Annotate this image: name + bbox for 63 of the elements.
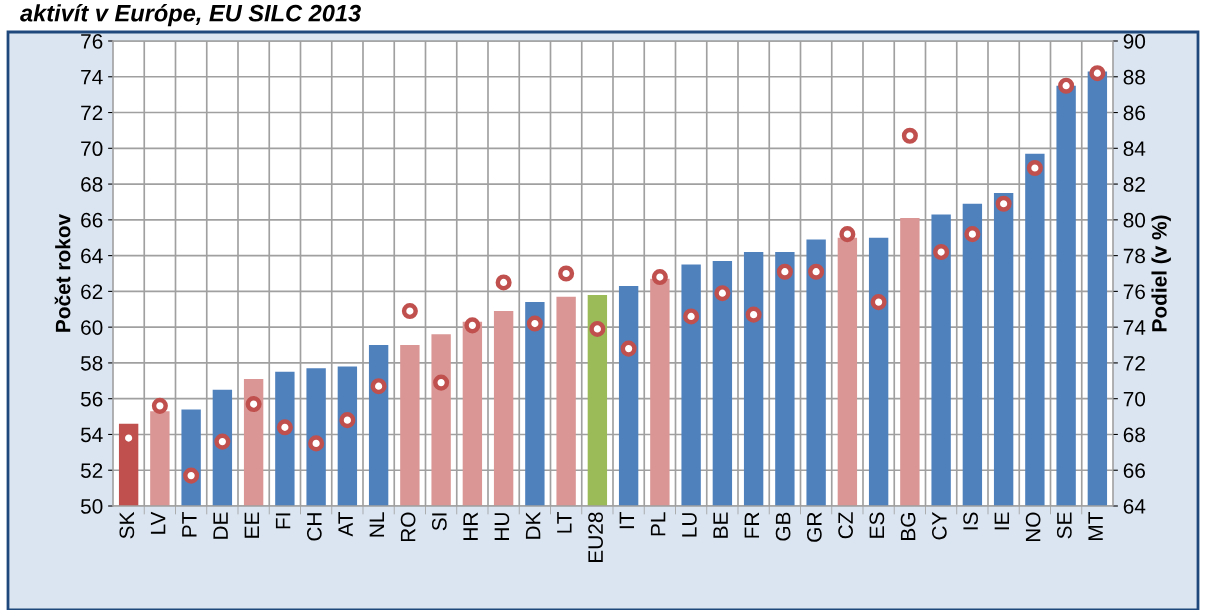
y2-tick-label: 76 <box>1123 284 1145 300</box>
x-tick-label: LV <box>150 511 166 534</box>
x-tick-label: MT <box>1088 512 1103 540</box>
y-tick-label: 52 <box>80 463 103 478</box>
y-tick-label: 74 <box>81 69 103 85</box>
x-tick-label: SK <box>119 511 135 539</box>
x-tick-label: IT <box>619 512 635 529</box>
x-tick-label: IS <box>963 512 978 530</box>
x-tick-label: ES <box>869 512 885 538</box>
x-tick-label: EU28 <box>588 512 603 562</box>
x-tick-label: NL <box>369 512 385 537</box>
x-tick-label: NO <box>1025 512 1041 542</box>
chart-title: aktivít v Európe, EU SILC 2013 <box>20 4 361 27</box>
y-tick-label: 50 <box>80 499 103 514</box>
y-tick-label: 70 <box>81 141 103 157</box>
x-tick-label: FI <box>275 513 291 529</box>
y2-tick-label: 90 <box>1123 34 1146 49</box>
x-tick-label: DE <box>213 512 228 539</box>
y-tick-label: 64 <box>81 248 103 264</box>
x-tick-label: AT <box>338 512 353 537</box>
x-tick-label: LU <box>682 513 697 537</box>
x-tick-label: CH <box>306 513 322 541</box>
y2-tick-label: 72 <box>1123 355 1145 371</box>
y-tick-label: 56 <box>80 391 103 407</box>
y-tick-label: 62 <box>81 284 103 300</box>
x-tick-label: GB <box>775 512 791 541</box>
y2-tick-label: 70 <box>1123 391 1146 407</box>
x-tick-label: PT <box>182 512 197 537</box>
y2-tick-label: 84 <box>1123 141 1146 157</box>
x-tick-label: BE <box>713 512 728 538</box>
x-tick-label: IE <box>994 512 1010 530</box>
x-tick-label: CZ <box>838 512 853 539</box>
y2-tick-label: 66 <box>1123 463 1145 478</box>
y2-axis-title: Podiel (v %) <box>1151 215 1171 332</box>
y2-tick-label: 74 <box>1123 320 1146 335</box>
y2-tick-label: 78 <box>1123 248 1145 264</box>
x-tick-label: SI <box>431 513 447 531</box>
x-tick-label: BG <box>900 513 916 540</box>
y-tick-label: 72 <box>81 105 103 121</box>
y-tick-label: 54 <box>80 427 103 443</box>
x-tick-label: GR <box>806 512 822 542</box>
y-tick-label: 68 <box>81 177 103 192</box>
y-tick-label: 58 <box>80 355 103 371</box>
x-tick-label: HU <box>494 513 510 540</box>
y-axis-title: Počet rokov <box>54 213 71 332</box>
x-tick-label: HR <box>463 512 478 540</box>
y2-tick-label: 80 <box>1123 212 1146 228</box>
x-tick-label: SE <box>1056 512 1072 539</box>
x-tick-label: FR <box>744 512 760 538</box>
y2-tick-label: 68 <box>1123 427 1145 443</box>
y2-tick-label: 82 <box>1123 177 1145 192</box>
x-tick-label: RO <box>400 512 416 542</box>
y-tick-label: 60 <box>81 320 103 335</box>
y2-tick-label: 88 <box>1123 69 1145 85</box>
x-tick-label: EE <box>244 512 260 538</box>
y2-tick-label: 64 <box>1123 499 1146 514</box>
x-tick-label: CY <box>931 512 947 540</box>
x-tick-label: PL <box>650 512 666 536</box>
y2-tick-label: 86 <box>1123 105 1145 121</box>
y-tick-label: 76 <box>81 34 103 49</box>
x-tick-label: DK <box>525 511 541 539</box>
y-tick-label: 66 <box>81 212 103 228</box>
x-tick-label: LT <box>557 512 572 533</box>
